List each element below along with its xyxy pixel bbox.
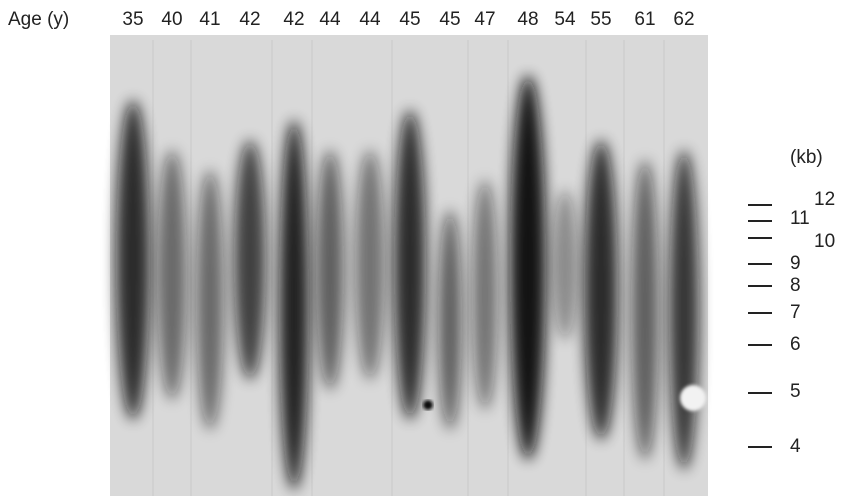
lane-label: 44 — [319, 9, 341, 30]
marker-label: 7 — [790, 302, 801, 323]
lane-smear — [553, 190, 577, 340]
lane-label: 55 — [590, 9, 611, 30]
marker-label: 10 — [814, 231, 835, 252]
row-label: Age (y) — [8, 9, 69, 30]
lane-smear — [116, 100, 150, 420]
lane-smear — [438, 210, 462, 430]
lane-label: 42 — [239, 9, 260, 30]
lane-smear — [631, 160, 659, 460]
marker-label: 6 — [790, 334, 801, 355]
marker-label: 9 — [790, 253, 801, 274]
lane-smear — [584, 140, 618, 440]
lane-smear — [355, 150, 385, 380]
lane-label: 54 — [554, 9, 576, 30]
lane-smear — [234, 140, 266, 380]
lane-label: 45 — [439, 9, 460, 30]
lane-smear — [157, 150, 187, 400]
lane-smear — [279, 120, 309, 490]
lane-label: 35 — [122, 9, 143, 30]
lane-smear — [472, 180, 498, 410]
lane-smear — [510, 75, 546, 460]
marker-label: 4 — [790, 436, 801, 457]
page: Age (y) (kb) 354041424244444545474854556… — [0, 0, 841, 501]
gel-bubble — [680, 385, 706, 411]
size-unit: (kb) — [790, 147, 823, 168]
lane-label: 42 — [283, 9, 304, 30]
marker-label: 12 — [814, 189, 835, 210]
lane-label: 45 — [399, 9, 420, 30]
gel-spot — [423, 400, 433, 410]
lane-smear — [669, 150, 699, 470]
lane-smear — [196, 170, 224, 430]
lane-label: 41 — [199, 9, 220, 30]
lane-label: 61 — [634, 9, 655, 30]
lane-label: 48 — [517, 9, 538, 30]
marker-label: 11 — [790, 208, 810, 229]
marker-label: 8 — [790, 275, 801, 296]
lane-label: 44 — [359, 9, 381, 30]
lane-smear — [394, 110, 426, 420]
lane-label: 47 — [474, 9, 495, 30]
lane-label: 40 — [161, 9, 182, 30]
lane-smear — [316, 150, 344, 390]
lane-label: 62 — [673, 9, 694, 30]
marker-label: 5 — [790, 381, 801, 402]
gel-figure: Age (y) (kb) 354041424244444545474854556… — [0, 0, 841, 496]
